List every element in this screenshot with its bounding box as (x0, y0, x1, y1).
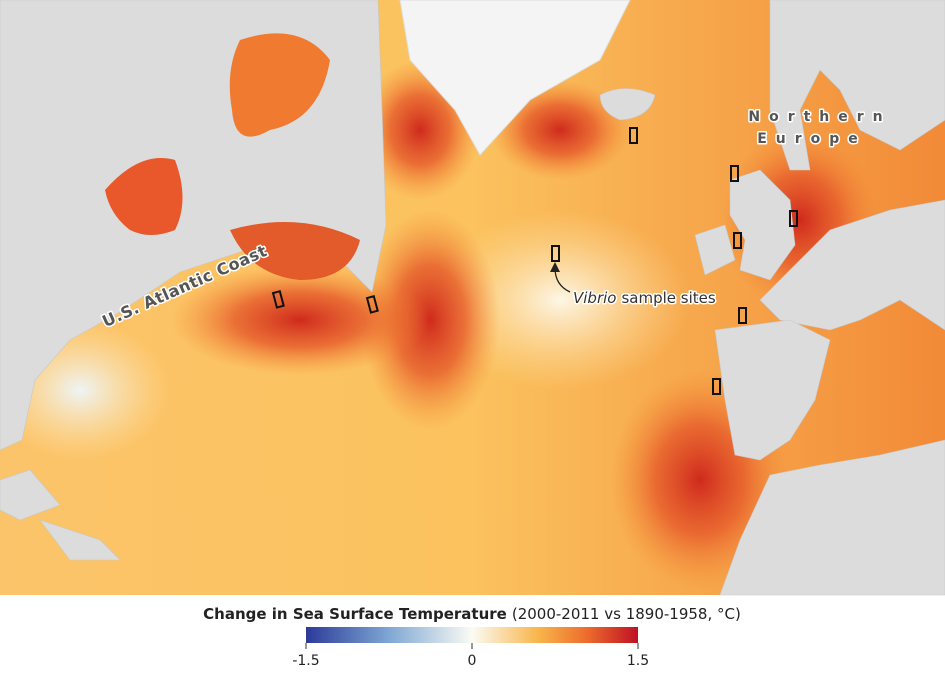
sample-site (629, 127, 638, 144)
sample-site (730, 165, 739, 182)
legend-title: Change in Sea Surface Temperature (2000-2… (203, 605, 741, 623)
tick-label: 1.5 (627, 653, 649, 669)
warm-zone (170, 265, 430, 375)
sample-site (365, 295, 379, 314)
region-label: Northern (748, 109, 891, 125)
scandinavia (769, 0, 945, 171)
hudson-bay (229, 33, 330, 137)
africa (719, 439, 945, 596)
annotation-italic: Vibrio (573, 289, 616, 307)
great-lakes (105, 158, 183, 235)
legend: Change in Sea Surface Temperature (2000-2… (203, 605, 741, 670)
greenland (399, 0, 631, 156)
tick-label: -1.5 (292, 653, 319, 669)
sample-site (271, 290, 285, 309)
legend-title-main: Change in Sea Surface Temperature (203, 605, 507, 623)
europe (759, 199, 945, 331)
sample-site (551, 245, 560, 262)
region-label: Europe (757, 131, 867, 147)
annotation-arrowhead (550, 262, 560, 272)
annotation-text: sample sites (621, 289, 715, 307)
sample-site (712, 378, 721, 395)
sample-site (733, 232, 742, 249)
iceland (599, 88, 656, 121)
ireland (694, 224, 736, 276)
sample-site (738, 307, 747, 324)
map: U.S. Atlantic Coast Northern Europe Vibr… (0, 0, 945, 596)
legend-subtitle: (2000-2011 vs 1890-1958, °C) (512, 605, 741, 623)
caribbean (0, 469, 121, 561)
color-bar (306, 627, 638, 643)
tick-label: 0 (468, 653, 477, 669)
sample-site (789, 210, 798, 227)
great-britain (729, 169, 796, 281)
iberia (714, 319, 831, 461)
gulf (230, 222, 360, 280)
annotation: Vibrio sample sites (573, 289, 716, 307)
